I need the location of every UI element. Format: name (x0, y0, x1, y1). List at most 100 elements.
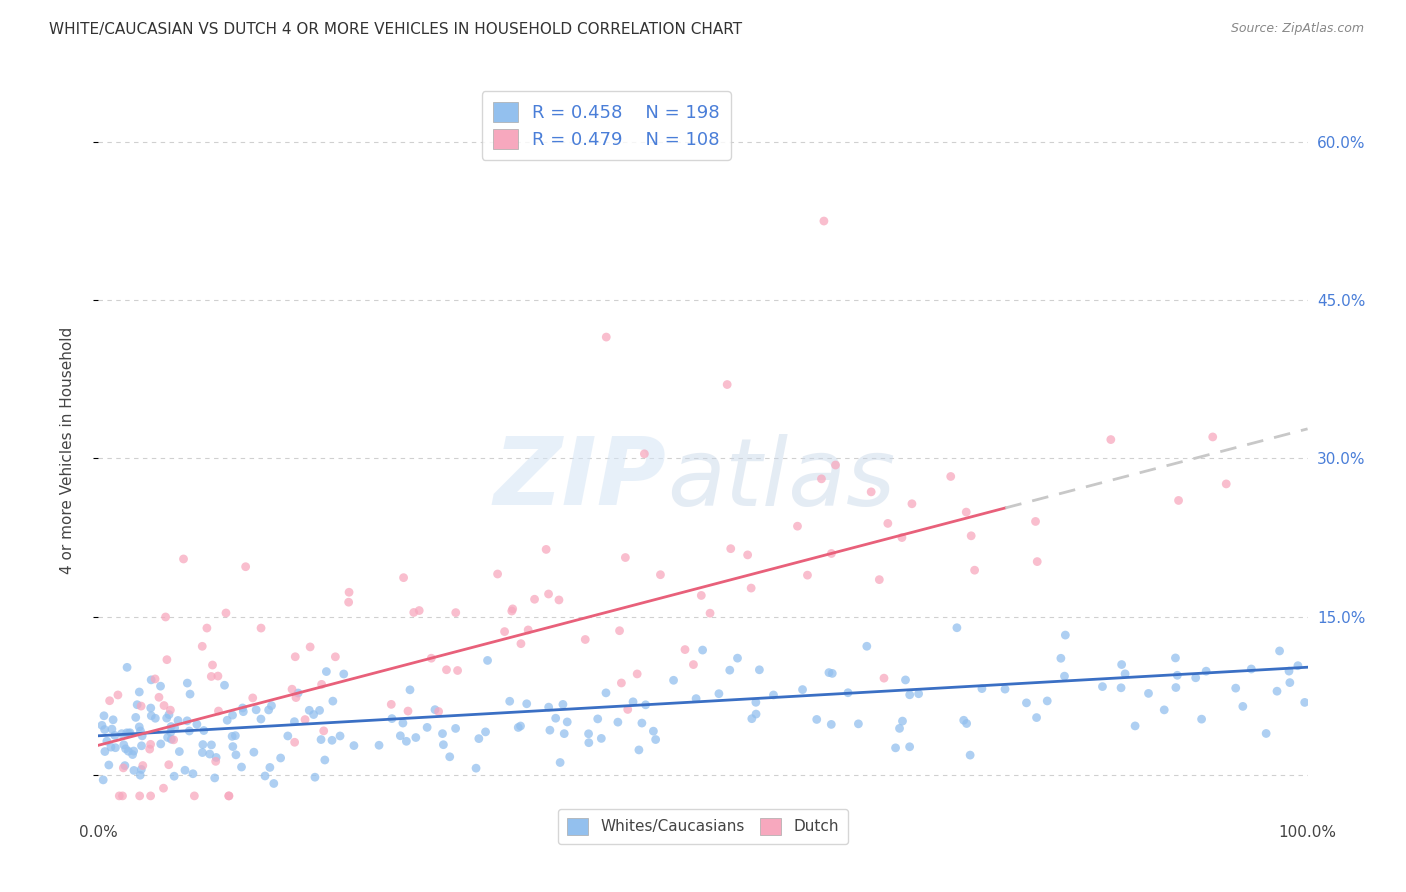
Point (595, 686, 617, 700)
Point (939, 469, 962, 483)
Point (138, 742, 160, 756)
Point (544, 711, 567, 725)
Point (101, 713, 124, 727)
Point (402, 606, 425, 620)
Point (1256, 726, 1278, 740)
Point (1225, 681, 1247, 695)
Point (614, 550, 637, 565)
Point (198, 747, 221, 761)
Point (1164, 651, 1187, 665)
Point (634, 698, 657, 712)
Point (152, 781, 174, 796)
Point (762, 688, 785, 702)
Point (160, 720, 183, 734)
Point (423, 703, 446, 717)
Point (1191, 712, 1213, 726)
Point (586, 712, 609, 726)
Point (631, 716, 654, 731)
Point (218, 789, 240, 803)
Point (548, 593, 571, 607)
Point (283, 714, 305, 729)
Text: Source: ZipAtlas.com: Source: ZipAtlas.com (1230, 22, 1364, 36)
Point (224, 729, 246, 743)
Point (806, 713, 828, 727)
Point (824, 458, 846, 472)
Point (284, 649, 307, 664)
Point (129, 768, 152, 782)
Point (737, 548, 759, 562)
Point (555, 714, 578, 729)
Point (396, 704, 419, 718)
Point (214, 678, 236, 692)
Point (309, 732, 332, 747)
Point (308, 703, 330, 717)
Point (191, 746, 214, 760)
Point (1166, 668, 1188, 682)
Point (160, 732, 183, 747)
Point (692, 643, 714, 657)
Point (884, 740, 907, 755)
Point (499, 694, 522, 708)
Point (898, 739, 921, 754)
Point (621, 695, 644, 709)
Point (139, 789, 162, 803)
Point (389, 729, 412, 743)
Point (890, 531, 912, 545)
Point (439, 749, 461, 764)
Point (432, 726, 454, 740)
Point (159, 703, 181, 717)
Point (148, 690, 170, 705)
Point (294, 713, 316, 727)
Point (200, 738, 222, 752)
Point (191, 738, 214, 752)
Point (876, 516, 898, 531)
Point (399, 682, 422, 697)
Point (270, 751, 292, 765)
Point (1184, 671, 1206, 685)
Point (312, 723, 335, 738)
Point (132, 758, 155, 772)
Point (174, 763, 197, 777)
Point (200, 669, 222, 683)
Point (112, 738, 135, 752)
Point (959, 748, 981, 763)
Point (970, 681, 993, 696)
Point (225, 747, 247, 762)
Point (606, 715, 628, 730)
Point (508, 721, 530, 735)
Point (796, 568, 818, 582)
Point (163, 769, 186, 783)
Point (231, 760, 253, 774)
Y-axis label: 4 or more Vehicles in Household: 4 or more Vehicles in Household (60, 326, 75, 574)
Point (1015, 696, 1038, 710)
Point (302, 707, 325, 722)
Point (128, 685, 150, 699)
Point (1286, 658, 1309, 673)
Point (218, 789, 240, 803)
Point (104, 740, 127, 755)
Point (786, 519, 808, 533)
Point (1036, 694, 1059, 708)
Point (538, 723, 561, 738)
Point (1294, 695, 1316, 709)
Point (685, 691, 707, 706)
Point (163, 721, 186, 735)
Point (820, 547, 842, 561)
Point (90, 718, 112, 732)
Point (253, 769, 276, 783)
Point (1278, 664, 1301, 678)
Point (1265, 684, 1288, 698)
Point (93, 723, 115, 737)
Point (465, 761, 488, 775)
Point (662, 673, 685, 688)
Point (221, 729, 243, 743)
Point (204, 755, 226, 769)
Point (644, 732, 666, 747)
Point (856, 640, 879, 654)
Point (1195, 664, 1218, 678)
Point (131, 729, 153, 743)
Point (591, 731, 613, 746)
Point (610, 676, 633, 690)
Point (740, 581, 762, 595)
Point (299, 640, 322, 654)
